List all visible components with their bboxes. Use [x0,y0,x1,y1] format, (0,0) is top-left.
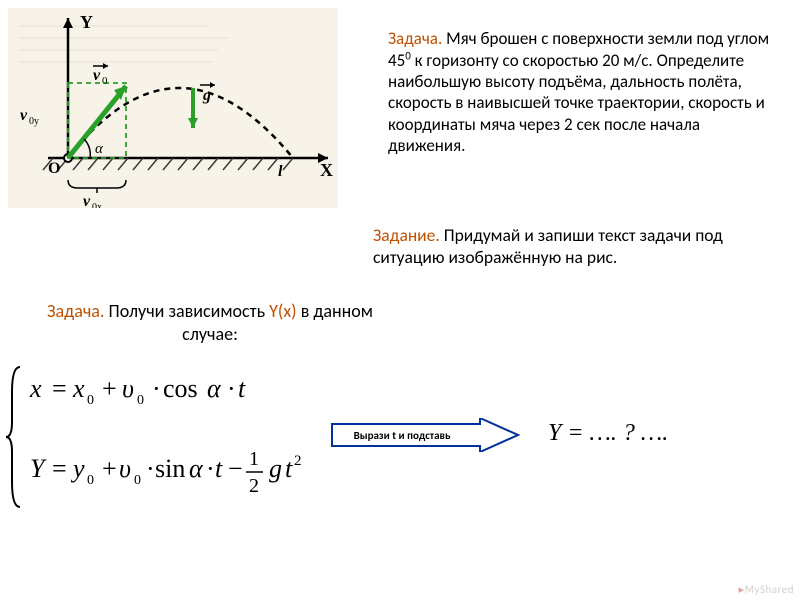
svg-text:0: 0 [134,473,141,488]
alpha-label: α [95,141,104,157]
v0x-label: v [83,193,91,208]
l-label: l [278,163,283,180]
task-label: Задание. [373,224,440,246]
svg-text:0y: 0y [29,116,39,127]
svg-text:x: x [29,374,42,403]
svg-text:1: 1 [249,448,259,470]
problem-1-body: Мяч брошен с поверхности земли под углом… [388,28,769,156]
svg-text:t: t [238,374,246,403]
svg-text:2: 2 [249,475,259,497]
watermark: ▸MyShared [739,583,794,596]
svg-text:cos: cos [163,374,198,403]
problem-2-yx: Y(x) [269,300,296,322]
problem-2-before: Получи зависимость [104,300,269,322]
origin-label: O [48,160,60,177]
svg-text:g: g [269,454,282,483]
svg-text:0: 0 [87,473,94,488]
svg-text:υ: υ [122,374,134,403]
svg-text:0: 0 [137,393,144,408]
svg-text:2: 2 [294,453,302,469]
problem-1-label: Задача. [388,28,442,49]
trajectory-diagram: Y X O v 0 v 0y v 0x g α l [8,8,338,208]
axis-y-label: Y [80,12,93,32]
svg-text:=: = [52,454,67,483]
svg-text:−: − [228,454,243,483]
problem-1: Задача. Мяч брошен с поверхности земли п… [388,28,773,156]
arrow-label: Вырази t и подставь [354,429,451,442]
task-block: Задание. Придумай и запиши текст задачи … [373,225,773,269]
svg-text:Y: Y [30,454,47,483]
svg-text:·: · [206,454,215,483]
svg-text:·: · [227,374,236,403]
svg-text:=: = [52,374,67,403]
substitute-arrow: Вырази t и подставь [330,418,520,452]
v0-label: v [93,67,101,84]
svg-text:t: t [215,454,223,483]
svg-text:sin: sin [155,454,185,483]
svg-text:α: α [207,374,222,403]
g-label: g [202,87,211,104]
svg-text:t: t [285,454,293,483]
svg-text:x: x [72,374,85,403]
v0y-label: v [20,107,28,124]
svg-text:υ: υ [119,454,131,483]
result-equation: Y = …. ? …. [548,420,668,447]
svg-text:0x: 0x [92,202,102,208]
equations-block: x = x 0 + υ 0 · cos α · t Y = y 0 + υ 0 … [25,362,325,517]
svg-text:·: · [152,374,161,403]
svg-text:α: α [189,454,204,483]
svg-text:+: + [102,374,117,403]
problem-2-label: Задача. [47,300,104,322]
svg-text:y: y [70,454,85,483]
problem-2: Задача. Получи зависимость Y(x) в данном… [40,300,380,345]
svg-text:+: + [102,454,117,483]
svg-text:0: 0 [87,393,94,408]
svg-text:0: 0 [102,75,108,87]
axis-x-label: X [320,160,333,180]
svg-text:·: · [146,454,155,483]
equations-brace [4,362,24,512]
